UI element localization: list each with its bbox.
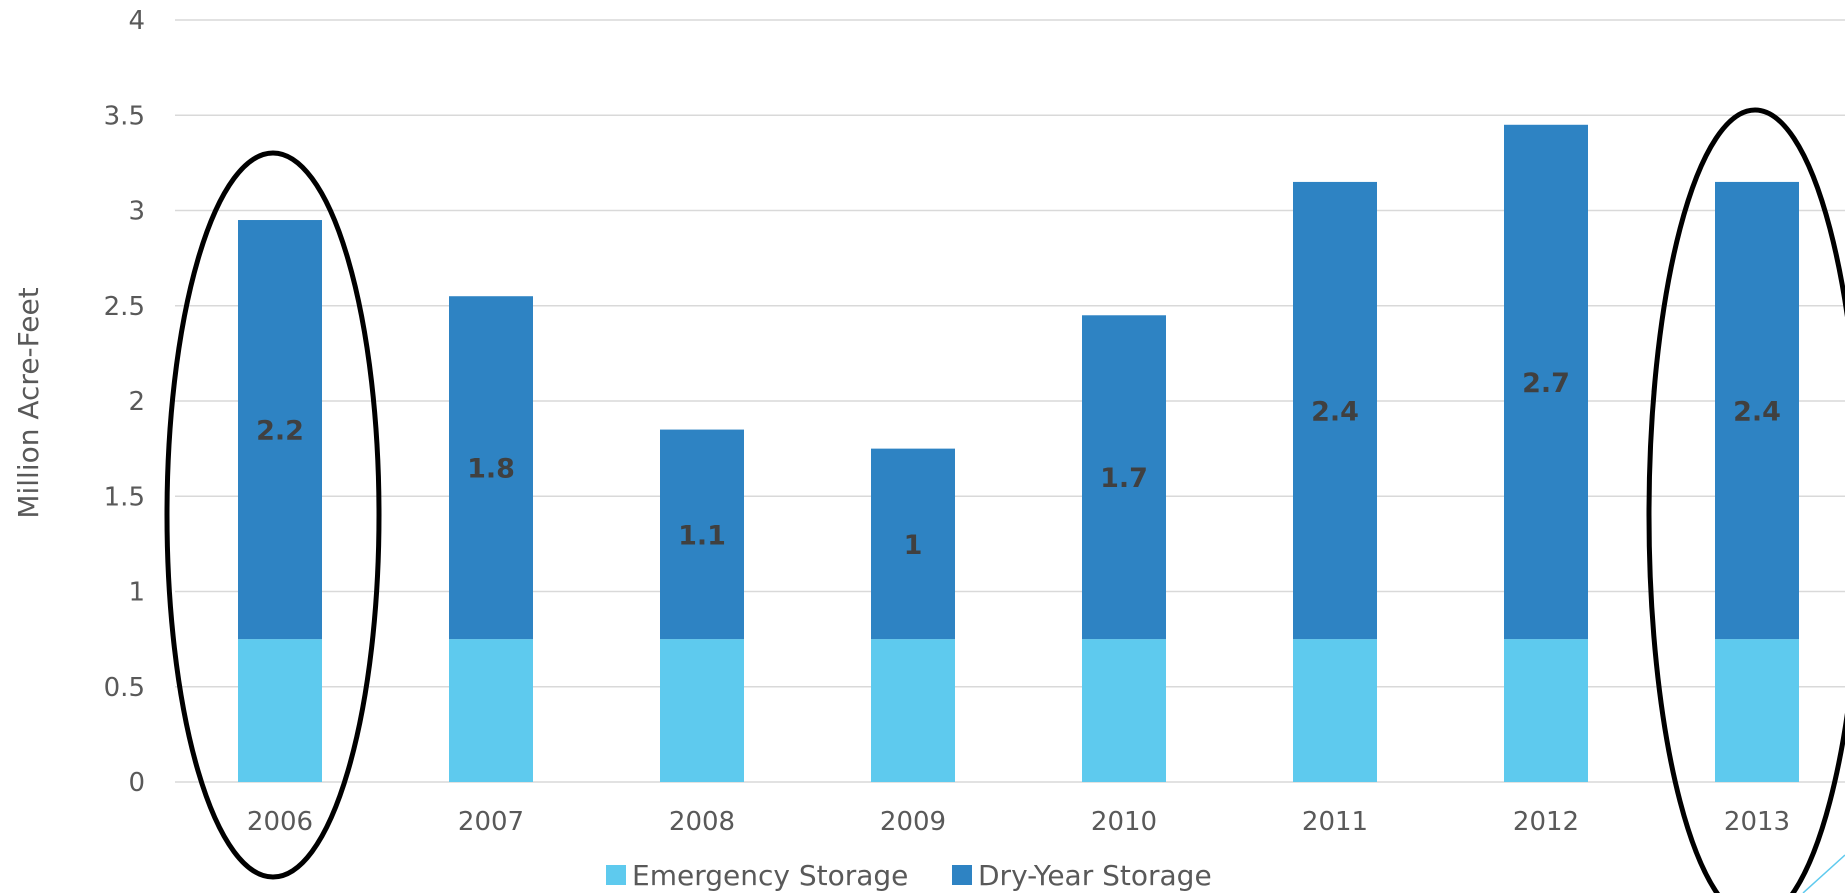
- x-tick-label: 2008: [669, 807, 735, 837]
- legend-swatch: [952, 865, 972, 885]
- dry-year-storage-bar: [1082, 315, 1166, 640]
- gridlines: [175, 19, 1845, 783]
- dry-year-storage-bar: [871, 448, 955, 640]
- y-tick-label: 2: [128, 387, 145, 417]
- data-labels: 2.2 1.8 1.1 1 1.7 2.4 2.7 2.4: [256, 368, 1781, 561]
- y-tick-label: 3: [128, 197, 145, 227]
- legend-label: Emergency Storage: [632, 859, 908, 892]
- emergency-storage-bar: [449, 639, 533, 782]
- x-tick-label: 2009: [880, 807, 946, 837]
- bar-data-label: 2.2: [256, 416, 304, 447]
- bar-data-label: 1.7: [1100, 463, 1148, 494]
- legend-label: Dry-Year Storage: [978, 859, 1212, 892]
- y-axis-ticks: 0 0.5 1 1.5 2 2.5 3 3.5 4: [104, 6, 145, 798]
- x-axis-ticks: 2006 2007 2008 2009 2010 2011 2012 2013: [247, 807, 1790, 837]
- dry-year-storage-bar: [449, 296, 533, 640]
- dry-year-storage-bar: [1504, 124, 1588, 640]
- x-tick-label: 2006: [247, 807, 313, 837]
- bars: [238, 124, 1799, 782]
- emergency-storage-bar: [1293, 639, 1377, 782]
- y-tick-label: 1: [128, 578, 145, 608]
- dry-year-storage-bar: [660, 429, 744, 640]
- y-tick-label: 4: [128, 6, 145, 36]
- y-tick-label: 0.5: [104, 673, 145, 703]
- dry-year-storage-bar: [238, 220, 322, 640]
- bar-data-label: 1: [904, 530, 923, 561]
- y-axis-label: Million Acre-Feet: [12, 287, 45, 518]
- y-tick-label: 0: [128, 768, 145, 798]
- y-tick-label: 2.5: [104, 292, 145, 322]
- bar-data-label: 1.8: [467, 454, 515, 485]
- legend: Emergency Storage Dry-Year Storage: [606, 859, 1212, 892]
- x-tick-label: 2011: [1302, 807, 1368, 837]
- x-tick-label: 2013: [1724, 807, 1790, 837]
- bar-data-label: 2.4: [1311, 397, 1359, 428]
- highlight-ellipse: [1646, 107, 1845, 893]
- bar-data-label: 2.7: [1522, 368, 1570, 399]
- x-tick-label: 2012: [1513, 807, 1579, 837]
- bar-data-label: 2.4: [1733, 397, 1781, 428]
- x-tick-label: 2007: [458, 807, 524, 837]
- emergency-storage-bar: [238, 639, 322, 782]
- highlight-ellipses: [164, 107, 1845, 893]
- emergency-storage-bar: [871, 639, 955, 782]
- emergency-storage-bar: [1715, 639, 1799, 782]
- x-tick-label: 2010: [1091, 807, 1157, 837]
- highlight-ellipse: [164, 150, 382, 880]
- bar-data-label: 1.1: [678, 520, 726, 551]
- emergency-storage-bar: [1504, 639, 1588, 782]
- emergency-storage-bar: [660, 639, 744, 782]
- legend-swatch: [606, 865, 626, 885]
- dry-year-storage-bar: [1715, 181, 1799, 640]
- y-tick-label: 3.5: [104, 101, 145, 131]
- emergency-storage-bar: [1082, 639, 1166, 782]
- dry-year-storage-bar: [1293, 181, 1377, 640]
- decorative-corner-line: [1802, 854, 1845, 893]
- y-tick-label: 1.5: [104, 482, 145, 512]
